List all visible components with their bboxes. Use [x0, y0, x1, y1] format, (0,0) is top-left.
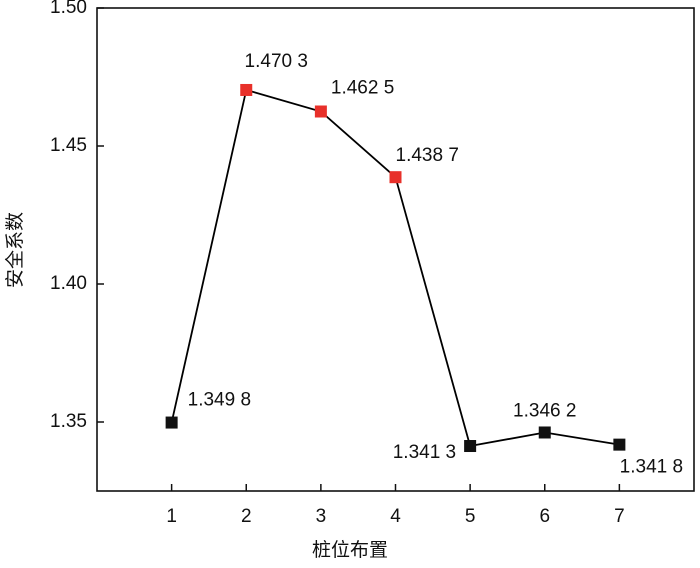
marker [538, 426, 551, 439]
x-tick-label: 6 [539, 506, 550, 527]
data-label: 1.470 3 [245, 51, 308, 72]
x-tick-label: 1 [166, 506, 177, 527]
marker [613, 438, 626, 451]
y-tick-label: 1.50 [50, 0, 87, 18]
x-tick-label: 3 [316, 506, 327, 527]
data-label: 1.349 8 [188, 390, 251, 411]
plot-frame [96, 7, 695, 492]
y-axis-label: 安全系数 [4, 212, 26, 288]
data-label: 1.438 7 [396, 145, 459, 166]
x-tick-label: 5 [465, 506, 476, 527]
marker [464, 440, 477, 453]
x-axis-label: 桩位布置 [312, 539, 388, 561]
marker [314, 105, 327, 118]
marker [389, 171, 402, 184]
data-label: 1.341 3 [393, 442, 456, 463]
y-tick-label: 1.40 [50, 273, 87, 294]
y-tick-label: 1.35 [50, 411, 87, 432]
marker [240, 83, 253, 96]
x-tick-label: 2 [241, 506, 252, 527]
x-tick-label: 7 [614, 506, 625, 527]
data-label: 1.462 5 [331, 78, 394, 99]
x-tick-label: 4 [390, 506, 401, 527]
y-tick-label: 1.45 [50, 135, 87, 156]
data-label: 1.341 8 [620, 457, 683, 478]
marker [165, 416, 178, 429]
data-label: 1.346 2 [513, 401, 576, 422]
